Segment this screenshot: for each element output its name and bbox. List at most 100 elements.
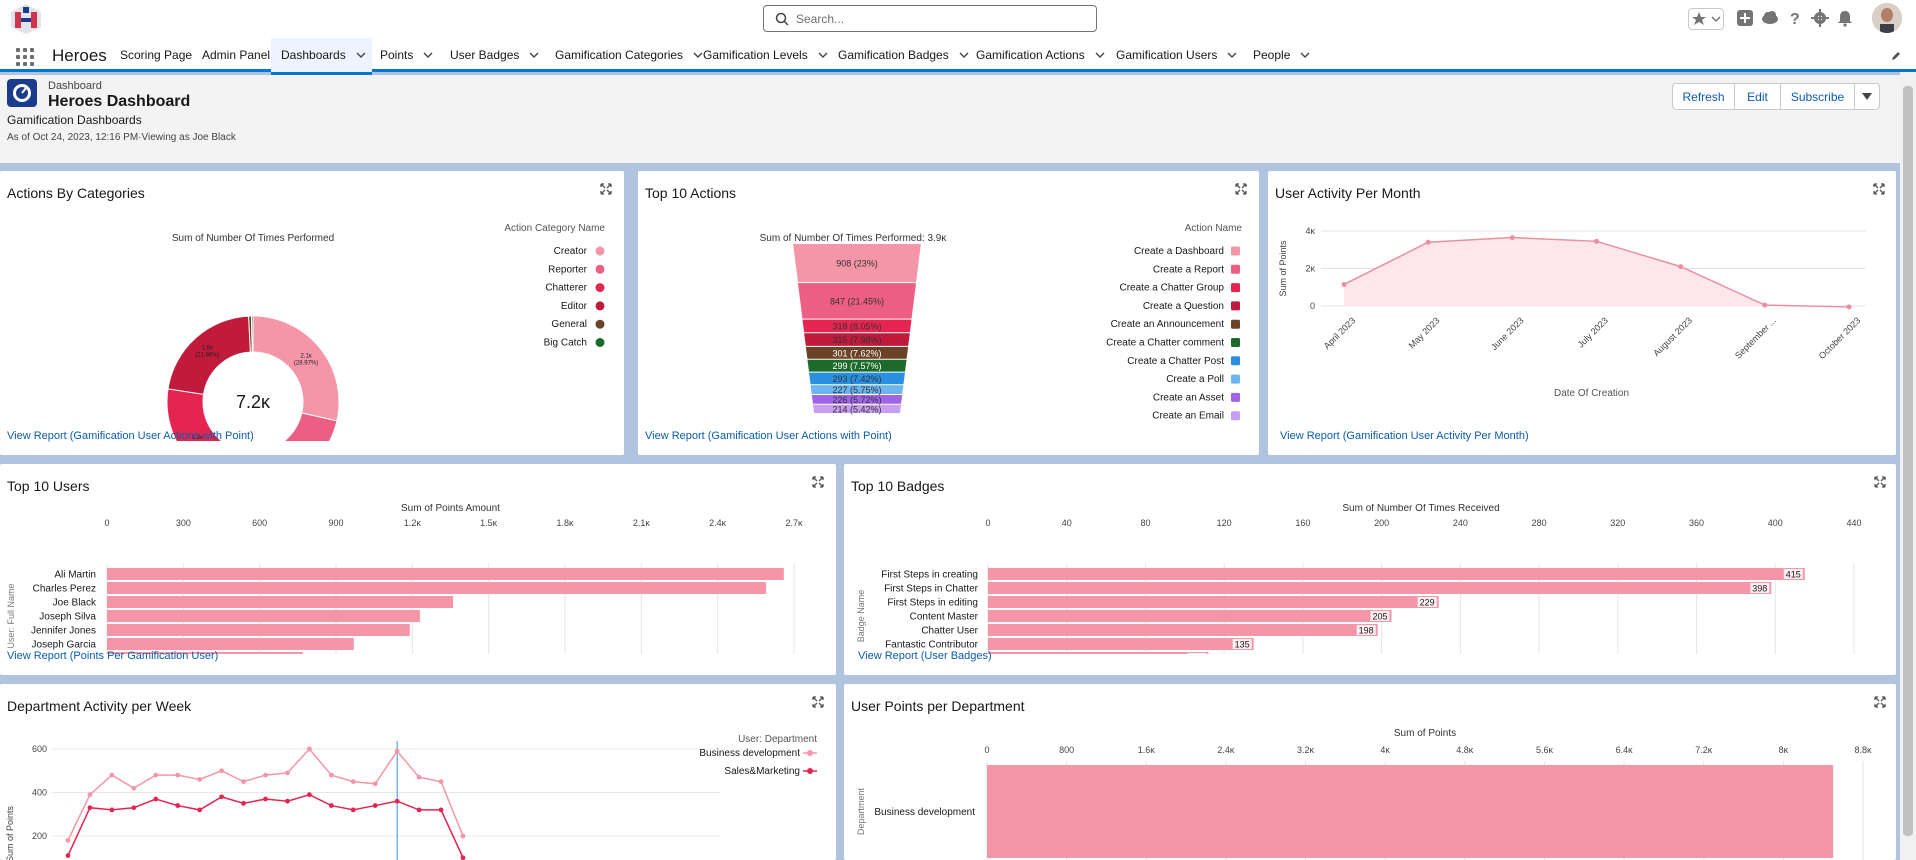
chevron-down-icon[interactable] — [529, 50, 539, 60]
legend-marker — [595, 338, 605, 347]
tab-gamification-categories[interactable]: Gamification Categories — [555, 38, 703, 72]
tab-label: User Badges — [450, 48, 520, 62]
chevron-down-icon[interactable] — [423, 50, 433, 60]
legend-item-label: Chatterer — [545, 283, 587, 294]
data-point — [263, 772, 268, 778]
tab-gamification-badges[interactable]: Gamification Badges — [838, 38, 969, 72]
x-tick-label: 900 — [328, 518, 343, 528]
expand-icon[interactable] — [812, 696, 824, 708]
chevron-down-icon[interactable] — [1095, 50, 1105, 60]
gear-icon[interactable] — [1811, 9, 1829, 27]
x-tick-label: 0 — [985, 518, 990, 528]
view-report-link[interactable]: View Report (Gamification User Activity … — [1280, 430, 1529, 442]
data-point — [328, 772, 334, 778]
data-point — [197, 777, 203, 782]
expand-icon[interactable] — [812, 476, 824, 488]
expand-icon[interactable] — [1874, 696, 1886, 708]
tab-gamification-users[interactable]: Gamification Users — [1116, 38, 1237, 72]
tab-points[interactable]: Points — [380, 38, 433, 72]
tab-people[interactable]: People — [1253, 38, 1310, 72]
y-tick-label: Charles Perez — [33, 584, 96, 595]
expand-icon[interactable] — [1874, 476, 1886, 488]
x-tick-label: 1.5ĸ — [480, 518, 498, 528]
scrollbar-thumb[interactable] — [1903, 86, 1913, 836]
tab-label: Points — [380, 48, 414, 62]
view-report-link[interactable]: View Report (Points Per Gamification Use… — [7, 650, 219, 662]
x-tick-label: July 2023 — [1576, 315, 1610, 349]
legend-marker — [1231, 338, 1240, 347]
expand-icon[interactable] — [600, 183, 612, 195]
legend-item-label: Creator — [554, 246, 588, 257]
y-tick-label: Joseph Garcia — [32, 640, 97, 651]
edit-button[interactable]: Edit — [1734, 83, 1781, 110]
funnel-data-label: 293 (7.42%) — [832, 374, 881, 384]
bar — [107, 652, 303, 654]
tab-gamification-actions[interactable]: Gamification Actions — [976, 38, 1105, 72]
y-tick-label: Jennifer Jones — [31, 626, 96, 637]
expand-icon[interactable] — [1873, 183, 1885, 195]
tab-label: Admin Panel — [202, 48, 271, 62]
tab-dashboards[interactable]: Dashboards — [271, 38, 372, 75]
y-tick-label: Ali Martin — [54, 570, 96, 581]
donut-center-label: 7.2ĸ — [236, 392, 271, 412]
x-tick-label: 300 — [176, 518, 191, 528]
bar-chart: Sum of Points 0 800 1.6ĸ 2.4ĸ 3.2ĸ 4ĸ 4.8ĸ 5.6ĸ 6… — [856, 728, 1872, 860]
edit-pencil-icon[interactable] — [1890, 50, 1902, 62]
add-icon[interactable] — [1736, 9, 1754, 27]
funnel-data-label: 318 (8.05%) — [832, 321, 881, 331]
y-tick-label: First Steps in creating — [881, 570, 978, 581]
bar — [988, 624, 1378, 636]
search-input[interactable]: Search... — [763, 5, 1097, 32]
chevron-down-icon[interactable] — [1300, 50, 1310, 60]
more-actions-button[interactable] — [1854, 83, 1880, 110]
y-axis-label: Department — [856, 787, 866, 835]
tab-scoring-page[interactable]: Scoring Page — [120, 38, 192, 72]
funnel-stage-5 — [805, 346, 909, 359]
data-point — [197, 807, 203, 813]
app-launcher-icon[interactable] — [16, 48, 34, 66]
chart-title: Sum of Number Of Times Received — [1342, 504, 1499, 514]
y-tick-label: Fantastic Contributor — [885, 640, 978, 651]
y-tick-label: 4ĸ — [1305, 226, 1315, 236]
view-report-link[interactable]: View Report (Gamification User Actions w… — [7, 430, 254, 442]
view-report-link[interactable]: View Report (Gamification User Actions w… — [645, 430, 892, 442]
refresh-button[interactable]: Refresh — [1672, 83, 1735, 110]
series-line — [67, 747, 464, 841]
view-report-link[interactable]: View Report (User Badges) — [858, 650, 992, 662]
data-point — [1594, 238, 1599, 244]
funnel-stage-8 — [810, 385, 904, 395]
bar — [107, 638, 354, 650]
chevron-down-icon[interactable] — [1227, 50, 1237, 60]
y-tick-label: Chatter User — [921, 626, 978, 637]
legend-item-label: Create an Asset — [1153, 392, 1224, 403]
bar — [988, 610, 1392, 622]
bell-icon[interactable] — [1836, 9, 1854, 27]
chevron-down-icon[interactable] — [693, 50, 703, 60]
expand-icon[interactable] — [1235, 183, 1247, 195]
subscribe-button[interactable]: Subscribe — [1780, 83, 1855, 110]
search-icon — [775, 12, 789, 26]
funnel-data-label: 214 (5.42%) — [832, 404, 881, 414]
x-tick-label: May 2023 — [1407, 315, 1442, 350]
data-point — [372, 803, 378, 808]
data-point — [219, 768, 225, 774]
page-scrollbar[interactable] — [1900, 72, 1916, 860]
legend-title: User: Department — [738, 734, 817, 745]
legend-marker — [595, 301, 605, 311]
tab-gamification-levels[interactable]: Gamification Levels — [703, 38, 828, 72]
setup-cloud-icon[interactable] — [1761, 9, 1779, 27]
tab-admin-panel[interactable]: Admin Panel — [202, 38, 270, 72]
funnel-data-label: 301 (7.62%) — [832, 348, 881, 358]
chevron-down-icon[interactable] — [356, 50, 366, 60]
help-icon[interactable]: ? — [1786, 9, 1804, 27]
y-axis-label: User: Full Name — [6, 583, 16, 648]
avatar[interactable] — [1872, 3, 1902, 33]
chevron-down-icon[interactable] — [818, 50, 828, 60]
card-title: Top 10 Badges — [851, 478, 945, 494]
chevron-down-icon[interactable] — [959, 50, 969, 60]
tab-user-badges[interactable]: User Badges — [450, 38, 539, 72]
favorites-button[interactable] — [1688, 8, 1724, 30]
bar — [987, 765, 1834, 858]
data-point — [1846, 304, 1852, 310]
card-title: User Activity Per Month — [1275, 185, 1421, 201]
